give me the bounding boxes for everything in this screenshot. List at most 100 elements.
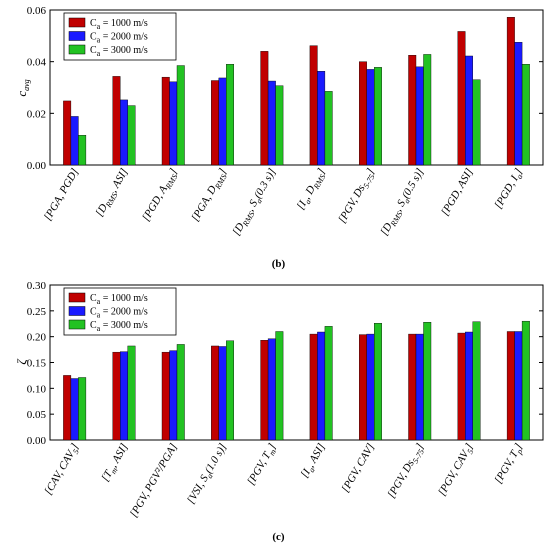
- bar: [218, 77, 227, 166]
- bar: [119, 99, 128, 166]
- x-category-label: [VSI, Sa​(1.0 s)]: [185, 442, 231, 508]
- y-axis-label: ζ: [14, 359, 29, 365]
- legend-entry: Ca​ = 3000 m/s: [90, 45, 148, 58]
- x-category-label: [PGD, ASI]: [439, 167, 476, 218]
- y-tick-label: 0.06: [27, 5, 47, 17]
- bar: [408, 55, 417, 166]
- legend-entry: Ca​ = 3000 m/s: [90, 320, 148, 333]
- bar: [324, 326, 333, 441]
- legend-swatch: [68, 17, 86, 28]
- x-category-label: [PGD, Ia​]: [492, 167, 526, 212]
- bar: [275, 331, 284, 441]
- bar: [211, 80, 220, 166]
- bar: [317, 331, 326, 441]
- x-category-label: [DRMS​, ASI]: [94, 167, 133, 220]
- bar: [260, 51, 269, 166]
- bar: [359, 61, 367, 166]
- x-category-label: [PGV, PGV²/PGA]: [128, 442, 180, 520]
- bar: [359, 334, 367, 441]
- y-tick-label: 0.00: [27, 435, 47, 447]
- x-category-label: [Ia​, DRMS​]: [295, 167, 330, 213]
- bar: [506, 17, 515, 166]
- bar: [374, 323, 382, 441]
- bar: [514, 331, 523, 441]
- legend-entry: Ca​ = 1000 m/s: [90, 293, 148, 306]
- x-category-label: [PGA, PGD]: [42, 167, 81, 223]
- bar: [472, 321, 481, 441]
- bar: [423, 322, 432, 441]
- x-category-label: [PGV, Ds5-75​]: [336, 167, 379, 227]
- bar: [63, 375, 72, 441]
- bar: [506, 331, 515, 441]
- bar: [408, 333, 417, 441]
- y-tick-label: 0.04: [27, 57, 47, 69]
- bar: [465, 331, 473, 441]
- bar: [169, 350, 178, 441]
- bar: [112, 351, 121, 441]
- bar: [465, 55, 473, 166]
- y-tick-label: 0.25: [27, 306, 47, 318]
- legend-swatch: [68, 44, 86, 55]
- bar: [127, 345, 136, 441]
- y-tick-label: 0.15: [27, 358, 47, 370]
- bar: [324, 91, 333, 166]
- x-category-label: [CAV, CAV5​]: [42, 442, 83, 498]
- bar: [78, 377, 87, 441]
- x-category-label: [PGV, CAV]: [340, 442, 378, 495]
- bar: [267, 80, 276, 166]
- y-tick-label: 0.00: [27, 160, 47, 172]
- y-tick-label: 0.30: [27, 280, 47, 292]
- chart-panel-b: 0.00 0.02 0.04 0.06 cavg​ [PGA, PGD] [DRMS​, A…: [14, 5, 544, 270]
- chart-panel-c: 0.00 0.05 0.10 0.15 0.20 0.25 0.30 ζ [CAV, CAV5​…: [14, 280, 544, 543]
- bar: [218, 346, 227, 441]
- bar: [112, 76, 121, 166]
- bar: [309, 45, 318, 166]
- x-category-label: [PGV, Ds5-75​]: [385, 442, 428, 502]
- bar: [457, 332, 466, 441]
- bar: [521, 320, 530, 441]
- bar: [226, 340, 235, 441]
- bar: [514, 42, 523, 166]
- x-category-label: [DRMS​, Sa​(0.5 s)]: [378, 167, 428, 239]
- x-category-label: [PGV, Tp​]: [492, 442, 526, 487]
- bar: [226, 64, 235, 166]
- legend-swatch: [68, 319, 86, 330]
- bar: [423, 54, 432, 166]
- bar: [366, 69, 375, 166]
- bar: [63, 100, 72, 166]
- y-axis-label: cavg​: [14, 79, 31, 96]
- x-category-label: [PGV, CAV5​]: [436, 442, 477, 499]
- legend-entry: Ca​ = 2000 m/s: [90, 307, 148, 320]
- bar: [457, 31, 466, 166]
- bar: [161, 351, 170, 441]
- bar: [275, 85, 284, 166]
- legend-swatch: [68, 31, 86, 41]
- y-tick-label: 0.10: [27, 383, 47, 395]
- panel-label: (c): [272, 531, 285, 543]
- bar: [70, 116, 79, 166]
- y-tick-label: 0.05: [27, 409, 47, 421]
- legend-swatch: [68, 306, 86, 316]
- x-category-label: [PGV, Tm​]: [245, 442, 280, 489]
- bar: [472, 79, 481, 166]
- bar: [267, 338, 276, 441]
- bar: [366, 333, 375, 441]
- bar: [521, 64, 530, 166]
- bar: [211, 345, 220, 441]
- x-category-label: [PGD, ARMS​]: [140, 167, 182, 225]
- bar: [260, 340, 269, 441]
- bar: [70, 378, 79, 441]
- bar: [309, 333, 318, 441]
- x-category-label: [Ia​, ASI]: [299, 442, 330, 481]
- bar: [415, 66, 424, 166]
- bar: [374, 67, 382, 166]
- bar: [169, 81, 178, 166]
- bar: [127, 105, 136, 166]
- y-tick-label: 0.02: [27, 108, 46, 120]
- bar: [176, 65, 185, 166]
- bar: [78, 135, 87, 166]
- legend-entry: Ca​ = 1000 m/s: [90, 18, 148, 31]
- bar: [119, 351, 128, 441]
- x-category-label: [Tm​, ASI]: [99, 442, 132, 485]
